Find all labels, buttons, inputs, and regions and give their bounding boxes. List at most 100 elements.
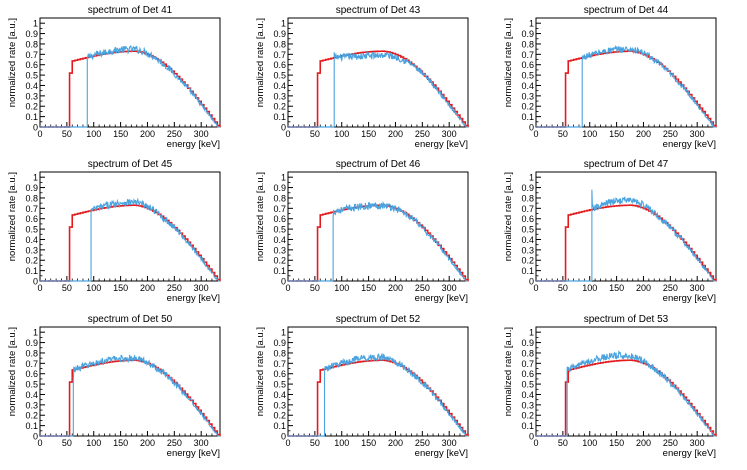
y-axis-label: normalized rate [a.u.] (7, 18, 18, 107)
measured-spectrum-line (581, 44, 716, 128)
x-tick-label: 50 (558, 129, 568, 139)
x-tick-label: 300 (442, 283, 457, 293)
x-tick-label: 300 (194, 129, 209, 139)
y-tick-label: 0.6 (273, 369, 286, 379)
y-tick-label: 0.7 (273, 50, 286, 60)
y-tick-label: 0.1 (25, 112, 38, 122)
y-tick-label: 0.2 (521, 102, 534, 112)
y-tick-label: 1 (281, 328, 286, 338)
y-tick-label: 0.9 (521, 338, 534, 348)
x-tick-label: 250 (167, 129, 182, 139)
y-tick-label: 0 (529, 277, 534, 287)
plot-frame (535, 17, 717, 128)
y-tick-label: 0.6 (521, 214, 534, 224)
x-axis-label: energy [keV] (415, 293, 468, 304)
y-tick-label: 0.8 (25, 348, 38, 358)
x-tick-label: 150 (361, 129, 376, 139)
y-tick-label: 0.7 (521, 204, 534, 214)
y-tick-label: 0 (281, 432, 286, 442)
x-tick-label: 0 (533, 129, 538, 139)
y-tick-label: 1 (529, 328, 534, 338)
y-tick-label: 0 (33, 432, 38, 442)
y-tick-label: 0.9 (273, 338, 286, 348)
x-tick-label: 250 (415, 283, 430, 293)
x-tick-label: 150 (113, 129, 128, 139)
x-tick-label: 0 (285, 283, 290, 293)
chart-panel: spectrum of Det 4600.10.20.30.40.50.60.7… (255, 159, 469, 304)
y-tick-label: 0.1 (25, 266, 38, 276)
y-tick-label: 1 (281, 173, 286, 183)
y-tick-label: 0.7 (25, 204, 38, 214)
y-tick-label: 0.7 (273, 359, 286, 369)
x-tick-label: 250 (167, 438, 182, 448)
x-tick-label: 200 (636, 283, 651, 293)
chart-title: spectrum of Det 43 (336, 5, 421, 16)
x-tick-label: 300 (442, 438, 457, 448)
y-tick-label: 0.4 (25, 390, 38, 400)
y-tick-label: 0.1 (521, 266, 534, 276)
y-tick-label: 0.9 (25, 183, 38, 193)
y-tick-label: 0.4 (273, 390, 286, 400)
y-tick-label: 0.8 (25, 193, 38, 203)
x-tick-label: 0 (533, 438, 538, 448)
y-tick-label: 0.4 (25, 81, 38, 91)
y-tick-label: 0.5 (273, 71, 286, 81)
y-tick-label: 0.2 (273, 102, 286, 112)
chart-panel: spectrum of Det 4500.10.20.30.40.50.60.7… (7, 159, 221, 304)
x-tick-label: 50 (558, 438, 568, 448)
x-tick-label: 100 (334, 283, 349, 293)
y-tick-label: 0.6 (521, 60, 534, 70)
x-axis-label: energy [keV] (415, 139, 468, 150)
y-tick-label: 0.2 (521, 411, 534, 421)
x-tick-label: 100 (582, 129, 597, 139)
y-tick-label: 0.6 (25, 214, 38, 224)
plot-frame (39, 326, 221, 437)
x-axis-label: energy [keV] (663, 448, 716, 459)
x-tick-label: 200 (140, 438, 155, 448)
model-spectrum-line (40, 204, 221, 282)
y-tick-label: 0.1 (521, 112, 534, 122)
y-tick-label: 0.3 (25, 245, 38, 255)
chart-panel: spectrum of Det 5300.10.20.30.40.50.60.7… (503, 314, 717, 459)
y-tick-label: 0 (281, 277, 286, 287)
y-tick-label: 0.2 (521, 256, 534, 266)
x-tick-label: 300 (690, 283, 705, 293)
x-tick-label: 300 (690, 129, 705, 139)
x-axis-label: energy [keV] (663, 293, 716, 304)
model-spectrum-line (536, 50, 717, 128)
model-spectrum-line (40, 359, 221, 437)
y-tick-label: 0 (33, 277, 38, 287)
y-tick-label: 0 (529, 123, 534, 133)
y-tick-label: 1 (33, 173, 38, 183)
x-tick-label: 200 (636, 438, 651, 448)
chart-title: spectrum of Det 50 (88, 314, 173, 325)
y-tick-label: 0.5 (25, 380, 38, 390)
plot-frame (39, 171, 221, 282)
y-tick-label: 1 (529, 173, 534, 183)
y-axis-label: normalized rate [a.u.] (503, 327, 514, 416)
y-tick-label: 0.6 (521, 369, 534, 379)
chart-panel: spectrum of Det 5200.10.20.30.40.50.60.7… (255, 314, 469, 459)
y-axis-label: normalized rate [a.u.] (255, 327, 266, 416)
x-tick-label: 150 (609, 129, 624, 139)
x-axis-label: energy [keV] (167, 139, 220, 150)
chart-panel: spectrum of Det 4300.10.20.30.40.50.60.7… (255, 5, 469, 150)
y-axis-label: normalized rate [a.u.] (503, 18, 514, 107)
y-tick-label: 0.4 (273, 81, 286, 91)
x-tick-label: 250 (663, 129, 678, 139)
x-tick-label: 100 (86, 129, 101, 139)
plot-frame (39, 17, 221, 128)
y-tick-label: 0.1 (25, 421, 38, 431)
y-tick-label: 0.5 (273, 225, 286, 235)
x-tick-label: 250 (415, 129, 430, 139)
measured-spectrum-line (333, 50, 468, 128)
x-axis-label: energy [keV] (167, 293, 220, 304)
x-tick-label: 250 (167, 283, 182, 293)
y-tick-label: 0.9 (25, 338, 38, 348)
y-tick-label: 0.2 (273, 411, 286, 421)
measured-spectrum-line (90, 197, 220, 282)
x-tick-label: 150 (361, 283, 376, 293)
plot-frame (287, 326, 469, 437)
y-axis-label: normalized rate [a.u.] (503, 172, 514, 261)
x-tick-label: 200 (140, 129, 155, 139)
